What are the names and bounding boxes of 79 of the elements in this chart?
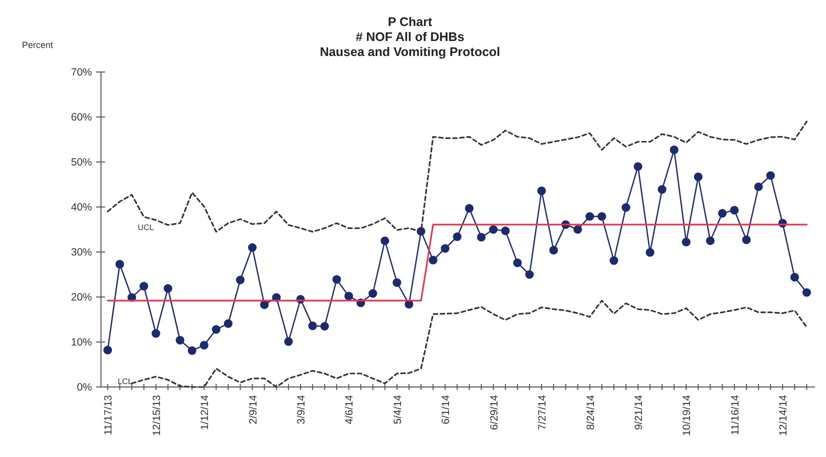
y-tick-label: 50%	[70, 156, 92, 169]
point	[706, 236, 715, 246]
point	[802, 288, 811, 297]
point	[368, 289, 378, 298]
point	[428, 256, 438, 264]
y-tick-label: 10%	[70, 336, 92, 349]
point	[344, 292, 354, 300]
series-label: LCL	[118, 377, 133, 386]
y-tick-label: 20%	[70, 292, 92, 304]
point	[670, 146, 678, 154]
line-series	[131, 300, 808, 388]
x-tick-label: 6/1/14	[440, 394, 452, 424]
point	[103, 346, 112, 354]
chart-title: P Chart # NOF All of DHBs Nausea and Vomiting Protocol	[320, 15, 500, 59]
x-tick-label: 11/16/14	[729, 394, 742, 436]
point	[308, 322, 317, 330]
point	[610, 256, 618, 265]
x-tick-label: 3/9/14	[296, 394, 308, 424]
point	[477, 232, 486, 242]
point	[658, 185, 666, 194]
point	[730, 206, 739, 214]
point	[248, 243, 257, 252]
point	[152, 329, 160, 338]
point	[176, 336, 184, 344]
point	[440, 244, 450, 253]
point	[622, 203, 630, 212]
x-tick-label: 5/4/14	[392, 394, 404, 424]
point	[682, 238, 690, 246]
x-tick-label: 12/14/14	[778, 394, 790, 436]
point	[212, 325, 220, 334]
point	[549, 246, 558, 254]
point	[236, 276, 245, 284]
point	[284, 337, 293, 346]
x-tick-label: 12/15/13	[150, 394, 163, 436]
point	[320, 322, 329, 331]
y-tick-label: 40%	[70, 202, 92, 214]
point	[164, 284, 172, 293]
point	[646, 248, 654, 257]
series-label: UCL	[138, 222, 154, 232]
point	[260, 300, 269, 309]
point	[464, 204, 474, 213]
point	[585, 212, 594, 221]
point	[718, 209, 727, 218]
point	[115, 260, 124, 268]
point	[573, 225, 582, 234]
point	[754, 182, 763, 192]
point	[790, 272, 799, 282]
point	[392, 278, 402, 287]
x-tick-label: 8/24/14	[584, 394, 597, 430]
y-axis-title: Percent	[22, 40, 54, 50]
x-tick-label: 7/27/14	[536, 394, 549, 430]
point	[200, 340, 208, 350]
point	[525, 270, 534, 279]
y-tick-label: 30%	[70, 246, 92, 259]
y-tick-label: 60%	[70, 112, 92, 124]
point	[634, 162, 642, 171]
point	[452, 232, 462, 241]
point	[332, 275, 341, 284]
point	[489, 225, 498, 234]
x-tick-label: 4/6/14	[344, 394, 356, 424]
point	[501, 226, 510, 236]
x-tick-label: 11/17/13	[102, 394, 115, 436]
point	[224, 319, 233, 328]
y-tick-label: 70%	[70, 66, 92, 79]
point	[598, 212, 606, 221]
x-tick-label: 6/29/14	[488, 394, 500, 430]
point	[537, 186, 546, 196]
point	[766, 171, 775, 180]
point	[140, 282, 148, 290]
x-tick-label: 2/9/14	[247, 394, 260, 424]
x-tick-label: 1/12/14	[199, 394, 212, 430]
x-tick-label: 9/21/14	[632, 394, 645, 430]
point	[513, 258, 522, 268]
point	[742, 236, 751, 244]
point	[380, 236, 390, 246]
point	[188, 346, 196, 355]
y-tick-label: 0%	[76, 382, 92, 394]
point	[694, 172, 703, 182]
x-tick-label: 10/19/14	[681, 394, 694, 436]
